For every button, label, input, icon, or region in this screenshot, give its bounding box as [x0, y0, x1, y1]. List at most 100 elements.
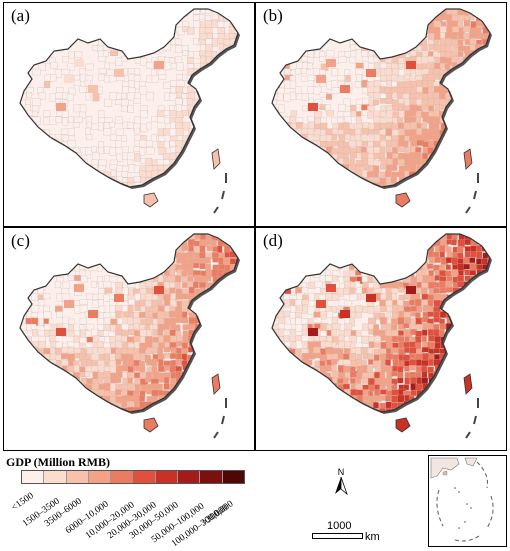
county-region	[337, 401, 344, 408]
county-region	[272, 400, 279, 409]
county-region	[242, 283, 249, 288]
county-region	[223, 9, 230, 16]
county-region	[243, 415, 250, 421]
county-region	[469, 257, 476, 264]
county-region	[49, 425, 56, 433]
county-region	[217, 354, 224, 362]
county-region	[109, 134, 117, 141]
county-region	[367, 105, 375, 112]
county-region	[308, 158, 317, 165]
county-region	[338, 340, 345, 350]
county-region	[325, 383, 333, 390]
county-region	[384, 67, 392, 76]
county-region	[20, 38, 28, 45]
county-region	[242, 228, 248, 234]
county-region	[25, 401, 33, 408]
county-region	[481, 69, 487, 76]
county-region	[290, 382, 299, 390]
map-panel-b: (b)	[255, 2, 507, 227]
county-region	[457, 275, 465, 282]
county-region	[380, 305, 387, 312]
county-region	[404, 262, 413, 271]
county-region	[326, 239, 333, 247]
county-region	[72, 122, 80, 128]
county-region	[44, 81, 51, 89]
county-region	[37, 390, 44, 398]
county-region	[495, 164, 503, 172]
county-region	[109, 353, 116, 361]
county-region	[109, 262, 118, 271]
legend-label: >300,000	[200, 499, 236, 529]
county-region	[427, 234, 435, 235]
county-region	[134, 127, 141, 135]
county-region	[187, 323, 196, 330]
county-region	[92, 419, 99, 426]
county-region	[475, 134, 481, 141]
county-region	[74, 74, 81, 81]
county-region	[385, 270, 392, 277]
county-region	[428, 165, 434, 175]
county-region	[331, 170, 339, 178]
county-region	[126, 176, 135, 183]
county-region	[235, 293, 238, 302]
county-region	[320, 394, 328, 401]
county-region	[235, 426, 242, 432]
county-region	[36, 401, 45, 408]
county-region	[392, 9, 399, 17]
county-region	[278, 257, 287, 265]
county-region	[356, 293, 365, 300]
county-region	[199, 116, 207, 125]
county-region	[354, 234, 363, 243]
county-region	[200, 330, 207, 338]
county-region	[289, 158, 296, 165]
county-region	[235, 128, 238, 137]
county-region	[344, 9, 352, 16]
county-region	[445, 201, 452, 207]
county-region	[302, 427, 307, 432]
county-region	[272, 263, 273, 271]
county-region	[350, 378, 356, 384]
county-region	[495, 271, 500, 276]
county-region	[475, 117, 482, 125]
county-region	[235, 182, 238, 187]
county-region	[289, 26, 297, 35]
county-region	[158, 147, 167, 155]
county-region	[206, 312, 214, 318]
county-region	[379, 258, 387, 264]
county-region	[278, 128, 286, 135]
county-region	[397, 159, 406, 165]
county-region	[121, 426, 126, 434]
county-region	[224, 390, 233, 399]
county-region	[99, 414, 107, 420]
county-region	[236, 165, 238, 172]
county-region	[206, 182, 213, 187]
county-region	[325, 234, 334, 236]
county-region	[32, 56, 39, 63]
county-region	[318, 258, 325, 264]
county-region	[361, 245, 369, 254]
county-region	[159, 420, 164, 425]
county-region	[217, 140, 225, 147]
county-region	[480, 276, 487, 285]
county-region	[481, 122, 488, 129]
county-region	[20, 359, 23, 366]
county-region	[284, 189, 291, 196]
county-region	[74, 116, 83, 123]
county-region	[200, 159, 209, 168]
county-region	[476, 80, 482, 89]
county-region	[200, 408, 206, 412]
county-region	[451, 74, 457, 82]
county-region	[25, 50, 33, 57]
county-region	[277, 402, 286, 409]
county-region	[337, 170, 343, 177]
county-region	[450, 371, 457, 380]
county-region	[188, 413, 193, 420]
county-region	[403, 122, 412, 130]
county-region	[25, 360, 32, 366]
county-region	[272, 151, 279, 160]
county-region	[302, 371, 309, 377]
county-region	[481, 336, 488, 344]
county-region	[433, 420, 438, 427]
county-region	[488, 140, 490, 148]
county-region	[182, 336, 190, 344]
